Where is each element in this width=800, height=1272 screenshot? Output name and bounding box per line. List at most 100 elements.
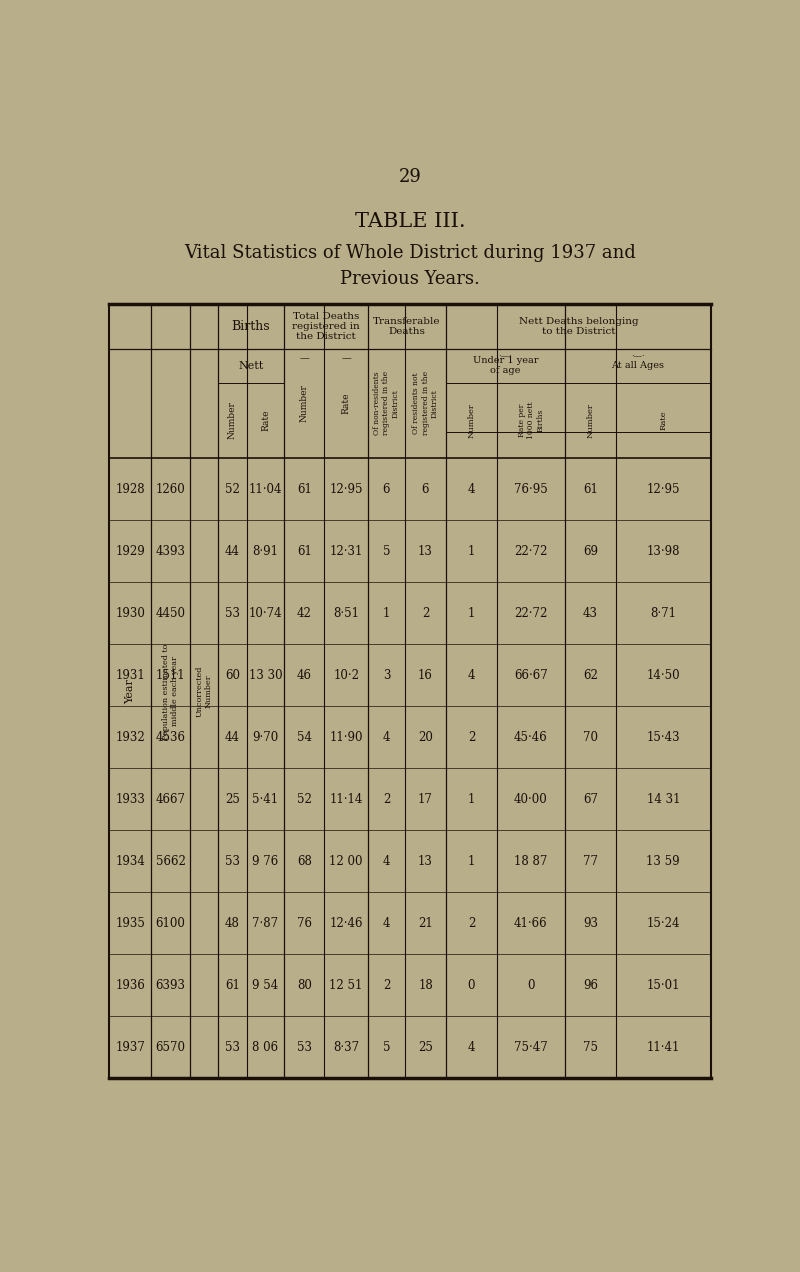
Text: 15·43: 15·43: [646, 730, 680, 744]
Text: ·—·: ·—·: [631, 352, 645, 360]
Text: 11·41: 11·41: [646, 1040, 680, 1053]
Text: 1933: 1933: [115, 792, 146, 805]
Text: 1936: 1936: [115, 978, 146, 992]
Text: Number: Number: [300, 384, 309, 422]
Text: 12·31: 12·31: [330, 544, 363, 557]
Text: 52: 52: [225, 483, 240, 496]
Text: 1928: 1928: [115, 483, 145, 496]
Text: 1935: 1935: [115, 917, 146, 930]
Text: 93: 93: [583, 917, 598, 930]
Text: 8·51: 8·51: [333, 607, 359, 619]
Text: 45·46: 45·46: [514, 730, 548, 744]
Text: Previous Years.: Previous Years.: [340, 270, 480, 287]
Text: 4: 4: [468, 669, 475, 682]
Text: 1929: 1929: [115, 544, 146, 557]
Text: Of non-residents
registered in the
District: Of non-residents registered in the Distr…: [374, 371, 400, 435]
Text: 62: 62: [583, 669, 598, 682]
Text: Rate per
1000 nett
Births: Rate per 1000 nett Births: [518, 402, 544, 439]
Text: 20: 20: [418, 730, 433, 744]
Text: 18: 18: [418, 978, 433, 992]
Text: 68: 68: [297, 855, 312, 868]
Text: 1: 1: [468, 607, 475, 619]
Text: 43: 43: [583, 607, 598, 619]
Text: 76: 76: [297, 917, 312, 930]
Text: 3: 3: [382, 669, 390, 682]
Text: 22·72: 22·72: [514, 607, 547, 619]
Text: 12·95: 12·95: [330, 483, 363, 496]
Text: Nett: Nett: [238, 361, 263, 370]
Text: 54: 54: [297, 730, 312, 744]
Text: 2: 2: [382, 978, 390, 992]
Text: 9 76: 9 76: [253, 855, 278, 868]
Text: 61: 61: [225, 978, 240, 992]
Text: 5662: 5662: [156, 855, 186, 868]
Text: 4: 4: [468, 1040, 475, 1053]
Text: 42: 42: [297, 607, 312, 619]
Text: 8·91: 8·91: [253, 544, 278, 557]
Text: 4536: 4536: [156, 730, 186, 744]
Text: 11·90: 11·90: [330, 730, 363, 744]
Text: 12 00: 12 00: [330, 855, 363, 868]
Text: Nett Deaths belonging
to the District: Nett Deaths belonging to the District: [518, 317, 638, 336]
Text: 2: 2: [422, 607, 429, 619]
Text: 4450: 4450: [156, 607, 186, 619]
Text: 7·87: 7·87: [253, 917, 278, 930]
Text: 40·00: 40·00: [514, 792, 548, 805]
Text: 18 87: 18 87: [514, 855, 547, 868]
Text: 11·14: 11·14: [330, 792, 363, 805]
Text: 17: 17: [418, 792, 433, 805]
Text: 44: 44: [225, 730, 240, 744]
Text: At all Ages: At all Ages: [611, 361, 664, 370]
Text: 2: 2: [468, 917, 475, 930]
Text: Number: Number: [228, 402, 237, 439]
Text: 44: 44: [225, 544, 240, 557]
Text: Transferable
Deaths: Transferable Deaths: [373, 317, 441, 336]
Text: 53: 53: [225, 607, 240, 619]
Text: 15·24: 15·24: [646, 917, 680, 930]
Text: 4: 4: [468, 483, 475, 496]
Text: 41·66: 41·66: [514, 917, 548, 930]
Text: Number: Number: [467, 403, 475, 438]
Text: 61: 61: [297, 544, 312, 557]
Text: 53: 53: [225, 855, 240, 868]
Text: 53: 53: [225, 1040, 240, 1053]
Text: 75: 75: [583, 1040, 598, 1053]
Text: 13 59: 13 59: [646, 855, 680, 868]
Text: 9·70: 9·70: [253, 730, 278, 744]
Text: 13·98: 13·98: [646, 544, 680, 557]
Text: 0: 0: [527, 978, 534, 992]
Text: Total Deaths
registered in
the District: Total Deaths registered in the District: [292, 312, 360, 341]
Text: 12·95: 12·95: [646, 483, 680, 496]
Text: 1260: 1260: [156, 483, 186, 496]
Text: Of residents not
registered in the
District: Of residents not registered in the Distr…: [412, 371, 438, 435]
Text: 46: 46: [297, 669, 312, 682]
Text: 6393: 6393: [156, 978, 186, 992]
Text: Rate: Rate: [261, 410, 270, 431]
Text: 16: 16: [418, 669, 433, 682]
Text: 75·47: 75·47: [514, 1040, 548, 1053]
Text: 52: 52: [297, 792, 312, 805]
Text: Rate: Rate: [659, 411, 667, 430]
Text: 1: 1: [468, 792, 475, 805]
Text: 4: 4: [382, 730, 390, 744]
Text: 6100: 6100: [156, 917, 186, 930]
Text: 22·72: 22·72: [514, 544, 547, 557]
Text: 12·46: 12·46: [330, 917, 363, 930]
Text: 15·01: 15·01: [646, 978, 680, 992]
Text: 4667: 4667: [156, 792, 186, 805]
Text: Population estimated to
middle each year: Population estimated to middle each year: [162, 644, 179, 739]
Text: 14·50: 14·50: [646, 669, 680, 682]
Text: Number: Number: [586, 403, 594, 438]
Text: 1511: 1511: [156, 669, 186, 682]
Text: 6: 6: [382, 483, 390, 496]
Text: 1931: 1931: [115, 669, 146, 682]
Text: 9 54: 9 54: [253, 978, 278, 992]
Text: 1930: 1930: [115, 607, 146, 619]
Text: 1: 1: [468, 855, 475, 868]
Text: 21: 21: [418, 917, 433, 930]
Text: 61: 61: [297, 483, 312, 496]
Text: 4: 4: [382, 855, 390, 868]
Text: 5: 5: [382, 544, 390, 557]
Text: 1932: 1932: [115, 730, 146, 744]
Text: 10·2: 10·2: [333, 669, 359, 682]
